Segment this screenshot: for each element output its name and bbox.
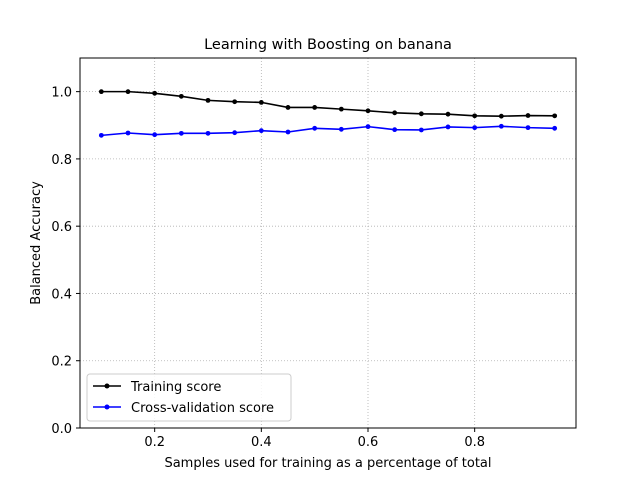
data-point-training [98, 89, 104, 95]
data-point-cv [152, 132, 158, 138]
chart-title: Learning with Boosting on banana [204, 37, 452, 53]
ticks: 0.2 0.4 0.6 0.8 0.0 0.2 0.4 0.6 0.8 1.0 [51, 86, 485, 450]
data-point-cv [258, 128, 264, 134]
data-point-training [552, 113, 558, 119]
data-point-training [472, 113, 478, 119]
data-point-cv [445, 124, 451, 130]
data-point-training [152, 90, 158, 96]
data-point-training [392, 110, 398, 116]
axes-frame [79, 57, 577, 429]
data-point-cv [525, 125, 531, 131]
y-tick-label: 0.0 [51, 422, 72, 437]
y-tick-label: 0.8 [51, 153, 72, 168]
data-point-training [418, 111, 424, 117]
data-point-cv [178, 130, 184, 136]
y-tick-label: 0.2 [51, 355, 72, 370]
data-point-cv [285, 129, 291, 135]
series-line-cv [101, 125, 555, 137]
x-axis-label: Samples used for training as a percentag… [164, 456, 491, 471]
y-axis-label: Balanced Accuracy [29, 181, 44, 305]
data-point-training [365, 108, 371, 114]
data-point-training [178, 93, 184, 99]
data-point-cv [205, 130, 211, 136]
y-tick-label: 0.4 [51, 287, 72, 302]
data-point-cv [392, 127, 398, 133]
data-point-training [525, 113, 531, 118]
legend-marker-cv [104, 404, 110, 410]
data-point-cv [98, 132, 104, 138]
x-tick-label: 0.8 [464, 435, 485, 450]
data-point-training [205, 97, 211, 103]
data-point-cv [338, 126, 344, 132]
data-point-training [312, 105, 318, 110]
data-point-training [258, 100, 264, 105]
legend-box [86, 373, 292, 422]
data-point-cv [232, 130, 238, 136]
data-point-training [338, 106, 344, 112]
x-tick-label: 0.2 [144, 435, 165, 450]
data-point-training [498, 113, 504, 119]
data-point-training [445, 111, 451, 117]
data-point-cv [418, 127, 424, 133]
data-point-cv [552, 125, 558, 131]
data-point-cv [125, 130, 131, 136]
legend-label-cv: Cross-validation score [131, 401, 274, 416]
data-point-cv [498, 123, 504, 129]
data-point-training [285, 105, 291, 110]
legend-marker-training [104, 383, 110, 389]
series-line-training [101, 90, 555, 117]
series-layer [98, 89, 558, 138]
data-point-cv [365, 124, 371, 130]
legend: Training score Cross-validation score [86, 373, 292, 422]
y-tick-label: 0.6 [51, 220, 72, 235]
x-tick-label: 0.6 [358, 435, 379, 450]
legend-label-training: Training score [130, 380, 221, 395]
y-tick-label: 1.0 [51, 86, 72, 101]
data-point-training [232, 99, 238, 105]
data-point-cv [312, 125, 318, 131]
data-point-cv [472, 125, 478, 131]
data-point-training [125, 89, 131, 95]
x-tick-label: 0.4 [251, 435, 272, 450]
